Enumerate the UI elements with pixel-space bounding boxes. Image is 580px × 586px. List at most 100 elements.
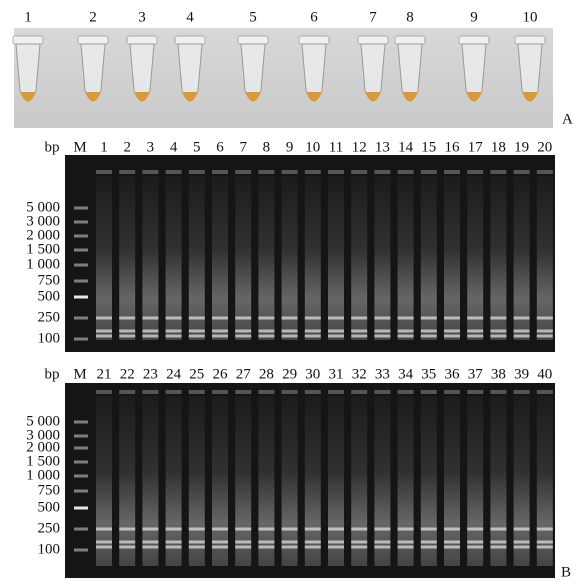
lane-band <box>490 545 507 549</box>
lane-smear <box>420 396 437 566</box>
lane-label: 37 <box>468 366 484 382</box>
lane-band <box>304 527 321 531</box>
lane-label: 20 <box>537 139 552 155</box>
lane-band <box>281 334 298 338</box>
tube-label: 2 <box>89 9 97 25</box>
ladder-label: 2 000 <box>26 439 60 455</box>
tube-cap <box>357 35 389 45</box>
lane-smear <box>304 176 321 340</box>
lane-smear <box>467 396 484 566</box>
lane-band <box>96 527 112 531</box>
well <box>490 390 507 394</box>
well <box>212 390 228 394</box>
lane-smear <box>513 176 530 340</box>
ladder-band <box>74 446 88 450</box>
lane-band <box>374 334 391 338</box>
lane-band <box>281 329 298 333</box>
lane-smear <box>258 396 275 566</box>
ladder-label: 5 000 <box>26 199 60 215</box>
lane-band <box>281 540 298 544</box>
lane-band <box>374 316 391 320</box>
lane-band <box>351 334 368 338</box>
ladder-label: 1 000 <box>26 256 60 272</box>
lane-label: 36 <box>445 366 461 382</box>
lane-band <box>212 545 228 549</box>
lane-band <box>420 329 437 333</box>
well <box>304 390 321 394</box>
tube-liquid <box>365 92 381 101</box>
lane-band <box>96 540 112 544</box>
lane-band <box>119 316 136 320</box>
lane-band <box>397 527 414 531</box>
lane-label: 13 <box>375 139 390 155</box>
lane-smear <box>119 176 136 340</box>
lane-band <box>304 329 321 333</box>
lane-band <box>374 329 391 333</box>
lane-smear <box>374 176 391 340</box>
ladder-label: 5 000 <box>26 413 60 429</box>
tube-liquid <box>245 92 261 101</box>
tube-label: 10 <box>523 9 538 25</box>
lane-band <box>444 334 460 338</box>
well <box>513 390 530 394</box>
lane-smear <box>444 396 460 566</box>
lane-band <box>420 334 437 338</box>
well <box>444 170 460 174</box>
well <box>374 170 391 174</box>
lane-label: 21 <box>97 366 112 382</box>
lane-band <box>188 329 205 333</box>
tube-cap <box>237 35 269 45</box>
lane-band <box>444 329 460 333</box>
lane-smear <box>212 396 228 566</box>
ladder-label: 250 <box>38 520 61 536</box>
lane-band <box>119 329 136 333</box>
lane-label: 35 <box>421 366 436 382</box>
lane-label: 18 <box>491 139 506 155</box>
ladder-label: 750 <box>38 272 61 288</box>
lane-label: 17 <box>468 139 484 155</box>
lane-label: 30 <box>305 366 320 382</box>
lane-smear <box>212 176 228 340</box>
ladder-label: 750 <box>38 482 61 498</box>
ladder-band <box>74 279 88 283</box>
lane-band <box>444 540 460 544</box>
lane-band <box>536 545 553 549</box>
well <box>96 390 112 394</box>
lane-smear <box>235 396 252 566</box>
lane-band <box>142 334 159 338</box>
lane-band <box>397 329 414 333</box>
lane-band <box>374 545 391 549</box>
lane-band <box>281 527 298 531</box>
tube-liquid <box>402 92 418 101</box>
lane-band <box>328 334 344 338</box>
lane-band <box>119 334 136 338</box>
tube-label: 8 <box>406 9 414 25</box>
well <box>235 170 252 174</box>
lane-band <box>397 545 414 549</box>
lane-band <box>467 316 484 320</box>
lane-band <box>212 540 228 544</box>
well <box>328 170 344 174</box>
lane-label: 2 <box>123 139 131 155</box>
marker-label: M <box>73 139 86 155</box>
lane-band <box>490 316 507 320</box>
lane-band <box>374 527 391 531</box>
tube-cap <box>77 35 109 45</box>
lane-band <box>513 540 530 544</box>
well <box>490 170 507 174</box>
ladder-band <box>74 263 88 267</box>
well <box>397 170 414 174</box>
tube-label: 4 <box>186 9 194 25</box>
lane-band <box>258 527 275 531</box>
lane-label: 22 <box>120 366 135 382</box>
lane-smear <box>351 176 368 340</box>
ladder-band <box>74 248 88 252</box>
lane-band <box>119 545 136 549</box>
lane-smear <box>119 396 136 566</box>
well <box>536 390 553 394</box>
lane-label: 14 <box>398 139 414 155</box>
lane-band <box>513 316 530 320</box>
marker-label: M <box>73 366 86 382</box>
well <box>536 170 553 174</box>
lane-smear <box>420 176 437 340</box>
